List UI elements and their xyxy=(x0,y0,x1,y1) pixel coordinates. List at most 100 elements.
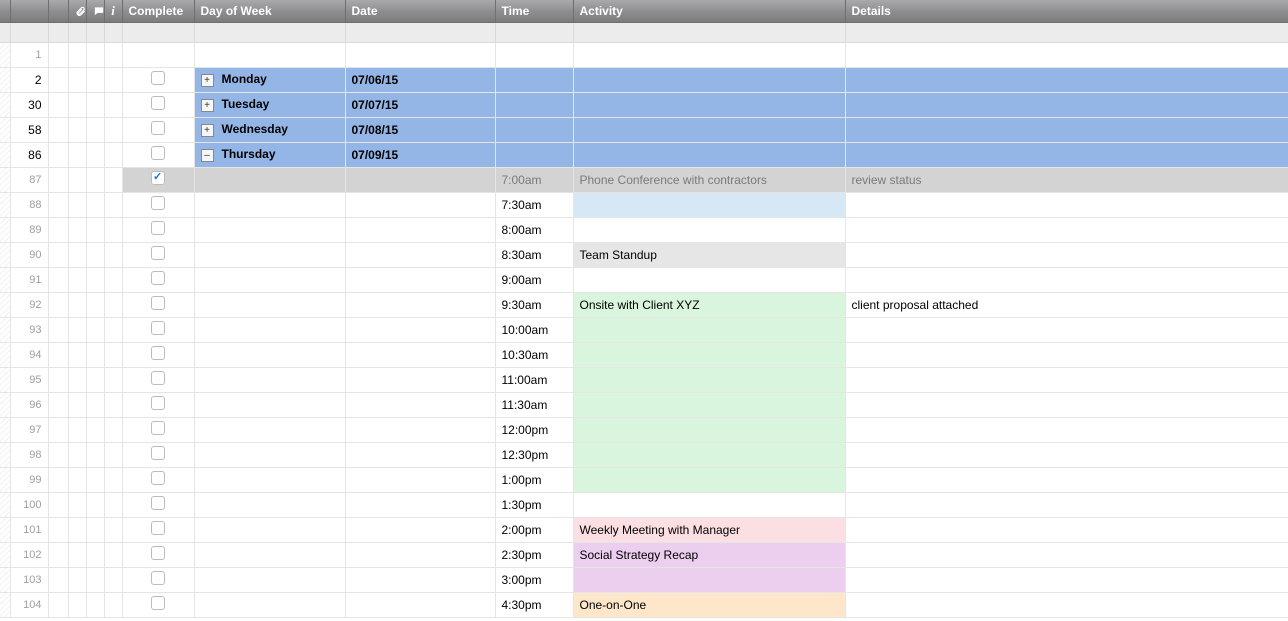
day-cell[interactable]: +Tuesday xyxy=(194,92,345,117)
day-cell[interactable] xyxy=(194,517,345,542)
details-cell[interactable] xyxy=(845,117,1288,142)
complete-cell[interactable] xyxy=(122,592,194,617)
complete-checkbox[interactable] xyxy=(151,521,165,535)
date-cell[interactable] xyxy=(345,292,495,317)
header-blank[interactable] xyxy=(48,0,68,22)
complete-cell[interactable] xyxy=(122,267,194,292)
date-cell[interactable]: 07/08/15 xyxy=(345,117,495,142)
table-row[interactable]: 9511:00am xyxy=(0,367,1288,392)
activity-cell[interactable] xyxy=(573,142,845,167)
complete-cell[interactable] xyxy=(122,67,194,92)
time-cell[interactable] xyxy=(495,92,573,117)
day-cell[interactable] xyxy=(194,367,345,392)
complete-cell[interactable] xyxy=(122,367,194,392)
table-row[interactable]: 887:30am xyxy=(0,192,1288,217)
header-rownum[interactable] xyxy=(10,0,48,22)
complete-checkbox[interactable] xyxy=(151,96,165,110)
time-cell[interactable] xyxy=(495,142,573,167)
details-cell[interactable] xyxy=(845,492,1288,517)
day-cell[interactable] xyxy=(194,217,345,242)
time-cell[interactable]: 9:30am xyxy=(495,292,573,317)
date-cell[interactable] xyxy=(345,367,495,392)
day-cell[interactable] xyxy=(194,592,345,617)
complete-cell[interactable] xyxy=(122,192,194,217)
activity-cell[interactable] xyxy=(573,342,845,367)
activity-cell[interactable]: Social Strategy Recap xyxy=(573,542,845,567)
date-cell[interactable] xyxy=(345,167,495,192)
date-cell[interactable] xyxy=(345,417,495,442)
complete-cell[interactable] xyxy=(122,392,194,417)
date-cell[interactable] xyxy=(345,192,495,217)
date-cell[interactable] xyxy=(345,517,495,542)
row-handle[interactable] xyxy=(0,442,10,467)
day-cell[interactable] xyxy=(194,442,345,467)
activity-cell[interactable]: Phone Conference with contractors xyxy=(573,167,845,192)
complete-cell[interactable] xyxy=(122,492,194,517)
row-handle[interactable] xyxy=(0,242,10,267)
row-handle[interactable] xyxy=(0,567,10,592)
day-cell[interactable] xyxy=(194,492,345,517)
activity-cell[interactable] xyxy=(573,217,845,242)
day-cell[interactable] xyxy=(194,192,345,217)
complete-cell[interactable] xyxy=(122,242,194,267)
date-cell[interactable] xyxy=(345,592,495,617)
details-cell[interactable] xyxy=(845,217,1288,242)
activity-cell[interactable]: Weekly Meeting with Manager xyxy=(573,517,845,542)
details-cell[interactable] xyxy=(845,467,1288,492)
row-handle[interactable] xyxy=(0,267,10,292)
table-row[interactable]: 30+Tuesday07/07/15 xyxy=(0,92,1288,117)
day-cell[interactable] xyxy=(194,417,345,442)
time-cell[interactable]: 3:00pm xyxy=(495,567,573,592)
header-details[interactable]: Details xyxy=(845,0,1288,22)
row-handle[interactable] xyxy=(0,92,10,117)
complete-cell[interactable] xyxy=(122,467,194,492)
header-time[interactable]: Time xyxy=(495,0,573,22)
day-cell[interactable]: –Thursday xyxy=(194,142,345,167)
time-cell[interactable]: 7:30am xyxy=(495,192,573,217)
complete-checkbox[interactable] xyxy=(151,496,165,510)
complete-cell[interactable] xyxy=(122,292,194,317)
day-cell[interactable] xyxy=(194,267,345,292)
date-cell[interactable] xyxy=(345,567,495,592)
complete-cell[interactable] xyxy=(122,167,194,192)
activity-cell[interactable] xyxy=(573,267,845,292)
table-row[interactable]: 9812:30pm xyxy=(0,442,1288,467)
table-row[interactable]: 1022:30pmSocial Strategy Recap xyxy=(0,542,1288,567)
row-handle[interactable] xyxy=(0,192,10,217)
time-cell[interactable] xyxy=(495,117,573,142)
header-info[interactable]: i xyxy=(104,0,122,22)
table-row[interactable]: 2+Monday07/06/15 xyxy=(0,67,1288,92)
row-handle[interactable] xyxy=(0,42,10,67)
row-handle[interactable] xyxy=(0,492,10,517)
activity-cell[interactable] xyxy=(573,117,845,142)
day-cell[interactable] xyxy=(194,292,345,317)
time-cell[interactable]: 2:00pm xyxy=(495,517,573,542)
table-row[interactable]: 9611:30am xyxy=(0,392,1288,417)
activity-cell[interactable] xyxy=(573,467,845,492)
table-row[interactable]: 1044:30pmOne-on-One xyxy=(0,592,1288,617)
time-cell[interactable]: 10:00am xyxy=(495,317,573,342)
activity-cell[interactable] xyxy=(573,417,845,442)
details-cell[interactable] xyxy=(845,317,1288,342)
complete-cell[interactable] xyxy=(122,92,194,117)
table-row[interactable]: 929:30amOnsite with Client XYZclient pro… xyxy=(0,292,1288,317)
details-cell[interactable] xyxy=(845,242,1288,267)
table-row[interactable]: 58+Wednesday07/08/15 xyxy=(0,117,1288,142)
details-cell[interactable] xyxy=(845,267,1288,292)
activity-cell[interactable]: Onsite with Client XYZ xyxy=(573,292,845,317)
table-row[interactable]: 86–Thursday07/09/15 xyxy=(0,142,1288,167)
complete-checkbox[interactable] xyxy=(151,146,165,160)
time-cell[interactable]: 7:00am xyxy=(495,167,573,192)
complete-checkbox[interactable] xyxy=(151,446,165,460)
table-row[interactable]: 1001:30pm xyxy=(0,492,1288,517)
details-cell[interactable] xyxy=(845,192,1288,217)
date-cell[interactable]: 07/07/15 xyxy=(345,92,495,117)
row-handle[interactable] xyxy=(0,592,10,617)
details-cell[interactable] xyxy=(845,342,1288,367)
time-cell[interactable]: 2:30pm xyxy=(495,542,573,567)
date-cell[interactable]: 07/06/15 xyxy=(345,67,495,92)
complete-checkbox[interactable] xyxy=(151,571,165,585)
activity-cell[interactable] xyxy=(573,442,845,467)
row-handle[interactable] xyxy=(0,417,10,442)
activity-cell[interactable] xyxy=(573,192,845,217)
